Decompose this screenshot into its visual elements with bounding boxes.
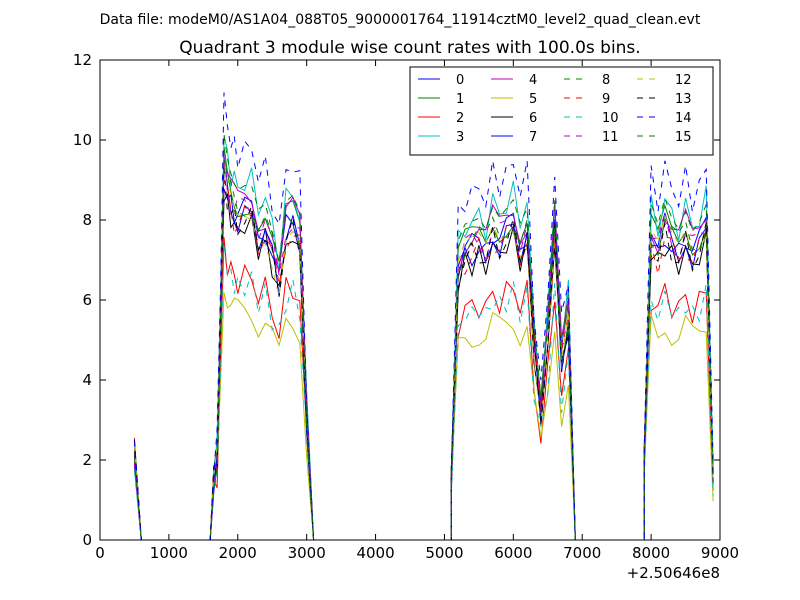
legend-label: 11: [602, 130, 619, 145]
legend-label: 1: [456, 92, 464, 107]
x-tick-label: 1000: [150, 544, 188, 562]
y-tick-label: 6: [82, 291, 92, 309]
y-tick-label: 2: [82, 451, 92, 469]
series-line-14: [133, 92, 714, 540]
series-line-15: [133, 160, 714, 540]
x-tick-label: 7000: [563, 544, 601, 562]
series-lines: [133, 92, 714, 540]
legend-label: 15: [675, 130, 692, 145]
legend-label: 6: [529, 111, 537, 126]
legend-label: 3: [456, 130, 464, 145]
legend-label: 7: [529, 130, 537, 145]
legend-label: 12: [675, 73, 692, 88]
x-tick-label: 2000: [219, 544, 257, 562]
x-tick-label: 4000: [356, 544, 394, 562]
x-tick-label: 3000: [288, 544, 326, 562]
legend-label: 2: [456, 111, 464, 126]
legend-label: 0: [456, 73, 464, 88]
x-tick-label: 9000: [701, 544, 739, 562]
x-tick-label: 5000: [425, 544, 463, 562]
legend-box: [409, 66, 714, 156]
legend-label: 5: [529, 92, 537, 107]
x-tick-label: 8000: [632, 544, 670, 562]
legend-label: 8: [602, 73, 610, 88]
legend-label: 9: [602, 92, 610, 107]
legend-label: 14: [675, 111, 692, 126]
chart-title: Quadrant 3 module wise count rates with …: [179, 38, 640, 58]
x-tick-label: 0: [95, 544, 105, 562]
suptitle: Data file: modeM0/AS1A04_088T05_90000017…: [100, 12, 701, 28]
legend-label: 4: [529, 73, 537, 88]
y-tick-label: 4: [82, 371, 92, 389]
x-tick-label: 6000: [494, 544, 532, 562]
legend-label: 10: [602, 111, 619, 126]
y-tick-label: 10: [73, 131, 92, 149]
y-tick-label: 12: [73, 51, 92, 69]
legend-label: 13: [675, 92, 692, 107]
y-tick-label: 8: [82, 211, 92, 229]
axis-ticks: 0 1000 2000 3000 4000 5000 6000 7000 8000 9000 0 2 4…: [73, 51, 739, 562]
series-line-13: [133, 167, 714, 540]
y-tick-label: 0: [82, 531, 92, 549]
series-line-12: [133, 158, 714, 540]
x-offset-label: +2.50646e8: [627, 564, 720, 582]
